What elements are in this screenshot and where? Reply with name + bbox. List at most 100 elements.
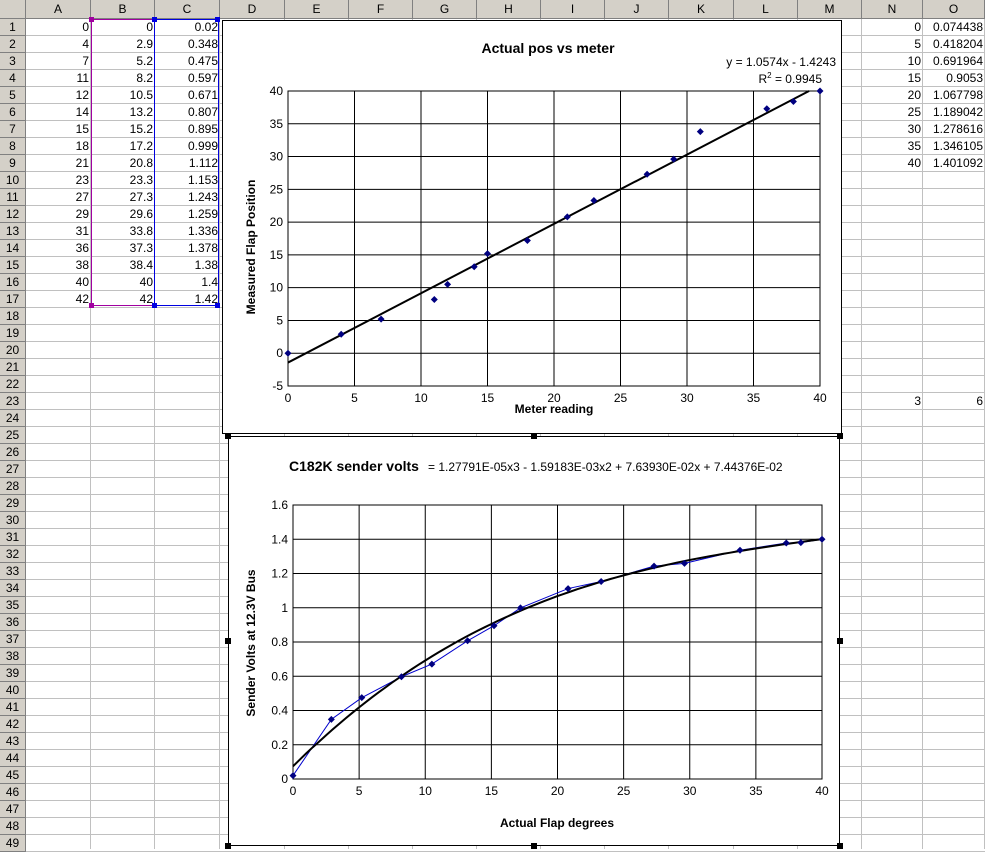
cell-c16[interactable]: 1.4	[201, 275, 218, 289]
cell-o6[interactable]: 1.189042	[932, 105, 983, 119]
row-header[interactable]: 37	[0, 631, 26, 648]
row-header[interactable]: 41	[0, 699, 26, 716]
cell-a4[interactable]: 11	[76, 71, 89, 85]
row-header[interactable]: 39	[0, 665, 26, 682]
cell-n23[interactable]: 3	[914, 394, 921, 408]
row-header[interactable]: 10	[0, 172, 26, 189]
select-all-corner[interactable]	[0, 0, 26, 19]
cell-n5[interactable]: 20	[907, 88, 921, 102]
range-handle[interactable]	[152, 17, 157, 22]
cell-b3[interactable]: 5.2	[136, 54, 153, 68]
cell-o5[interactable]: 1.067798	[932, 88, 983, 102]
column-header-l[interactable]: L	[734, 0, 798, 19]
cell-n1[interactable]: 0	[914, 20, 921, 34]
cell-o3[interactable]: 0.691964	[932, 54, 983, 68]
cell-a7[interactable]: 15	[75, 122, 89, 136]
chart-resize-handle-tm[interactable]	[531, 433, 537, 439]
column-header-o[interactable]: O	[923, 0, 985, 19]
row-header[interactable]: 8	[0, 138, 26, 155]
column-header-j[interactable]: J	[605, 0, 669, 19]
cell-b2[interactable]: 2.9	[136, 37, 153, 51]
chart-resize-handle-tl[interactable]	[225, 433, 231, 439]
row-header[interactable]: 48	[0, 818, 26, 835]
cell-n9[interactable]: 40	[907, 156, 921, 170]
row-header[interactable]: 2	[0, 36, 26, 53]
column-header-a[interactable]: A	[26, 0, 91, 19]
cell-n3[interactable]: 10	[907, 54, 921, 68]
column-header-c[interactable]: C	[155, 0, 220, 19]
cell-c15[interactable]: 1.38	[194, 258, 218, 272]
cell-c11[interactable]: 1.243	[187, 190, 218, 204]
cell-o7[interactable]: 1.278616	[932, 122, 983, 136]
cell-b4[interactable]: 8.2	[136, 71, 153, 85]
row-header[interactable]: 38	[0, 648, 26, 665]
row-header[interactable]: 12	[0, 206, 26, 223]
chart-resize-handle-tr[interactable]	[837, 433, 843, 439]
row-header[interactable]: 20	[0, 342, 26, 359]
cell-a5[interactable]: 12	[75, 88, 89, 102]
cell-b11[interactable]: 27.3	[129, 190, 153, 204]
chart-resize-handle-bl[interactable]	[225, 843, 231, 849]
cell-c9[interactable]: 1.112	[188, 156, 218, 170]
cell-b13[interactable]: 33.8	[129, 224, 153, 238]
column-header-g[interactable]: G	[413, 0, 477, 19]
cell-c8[interactable]: 0.999	[187, 139, 218, 153]
cell-c1[interactable]: 0.02	[194, 20, 218, 34]
cell-c6[interactable]: 0.807	[187, 105, 218, 119]
cell-n6[interactable]: 25	[907, 105, 921, 119]
cell-a14[interactable]: 36	[75, 241, 89, 255]
row-header[interactable]: 17	[0, 291, 26, 308]
row-header[interactable]: 49	[0, 835, 26, 852]
cell-n8[interactable]: 35	[907, 139, 921, 153]
chart-resize-handle-mr[interactable]	[837, 638, 843, 644]
cell-a17[interactable]: 42	[75, 292, 89, 306]
cell-o1[interactable]: 0.074438	[932, 20, 983, 34]
cell-c3[interactable]: 0.475	[187, 54, 218, 68]
cell-b1[interactable]: 0	[146, 20, 153, 34]
row-header[interactable]: 16	[0, 274, 26, 291]
column-header-d[interactable]: D	[220, 0, 285, 19]
row-header[interactable]: 23	[0, 393, 26, 410]
row-header[interactable]: 24	[0, 410, 26, 427]
cell-b6[interactable]: 13.2	[129, 105, 153, 119]
row-header[interactable]: 44	[0, 750, 26, 767]
row-header[interactable]: 3	[0, 53, 26, 70]
row-header[interactable]: 27	[0, 461, 26, 478]
cell-a1[interactable]: 0	[82, 20, 89, 34]
row-header[interactable]: 40	[0, 682, 26, 699]
column-header-f[interactable]: F	[349, 0, 413, 19]
row-header[interactable]: 25	[0, 427, 26, 444]
row-header[interactable]: 5	[0, 87, 26, 104]
chart-actual-pos-vs-meter[interactable]: Actual pos vs meter y = 1.0574x - 1.4243…	[222, 20, 842, 434]
cell-b16[interactable]: 40	[139, 275, 153, 289]
chart-c182k-sender-volts[interactable]: C182K sender volts = 1.27791E-05x3 - 1.5…	[228, 436, 840, 846]
chart-resize-handle-ml[interactable]	[225, 638, 231, 644]
cell-a8[interactable]: 18	[75, 139, 89, 153]
row-header[interactable]: 6	[0, 104, 26, 121]
cell-b17[interactable]: 42	[139, 292, 153, 306]
cell-b12[interactable]: 29.6	[129, 207, 153, 221]
row-header[interactable]: 42	[0, 716, 26, 733]
row-header[interactable]: 35	[0, 597, 26, 614]
cell-c2[interactable]: 0.348	[187, 37, 218, 51]
cell-a3[interactable]: 7	[82, 54, 89, 68]
cell-b9[interactable]: 20.8	[129, 156, 153, 170]
cell-a6[interactable]: 14	[75, 105, 89, 119]
row-header[interactable]: 11	[0, 189, 26, 206]
cell-b10[interactable]: 23.3	[129, 173, 153, 187]
cell-n7[interactable]: 30	[907, 122, 921, 136]
row-header[interactable]: 31	[0, 529, 26, 546]
column-header-e[interactable]: E	[285, 0, 349, 19]
row-header[interactable]: 18	[0, 308, 26, 325]
cell-b15[interactable]: 38.4	[129, 258, 153, 272]
cell-a9[interactable]: 21	[75, 156, 89, 170]
row-header[interactable]: 32	[0, 546, 26, 563]
cell-c7[interactable]: 0.895	[187, 122, 218, 136]
column-header-m[interactable]: M	[798, 0, 862, 19]
column-header-b[interactable]: B	[91, 0, 155, 19]
cell-a2[interactable]: 4	[82, 37, 89, 51]
range-handle[interactable]	[89, 17, 94, 22]
row-header[interactable]: 29	[0, 495, 26, 512]
cell-c14[interactable]: 1.378	[187, 241, 218, 255]
cell-b14[interactable]: 37.3	[129, 241, 153, 255]
